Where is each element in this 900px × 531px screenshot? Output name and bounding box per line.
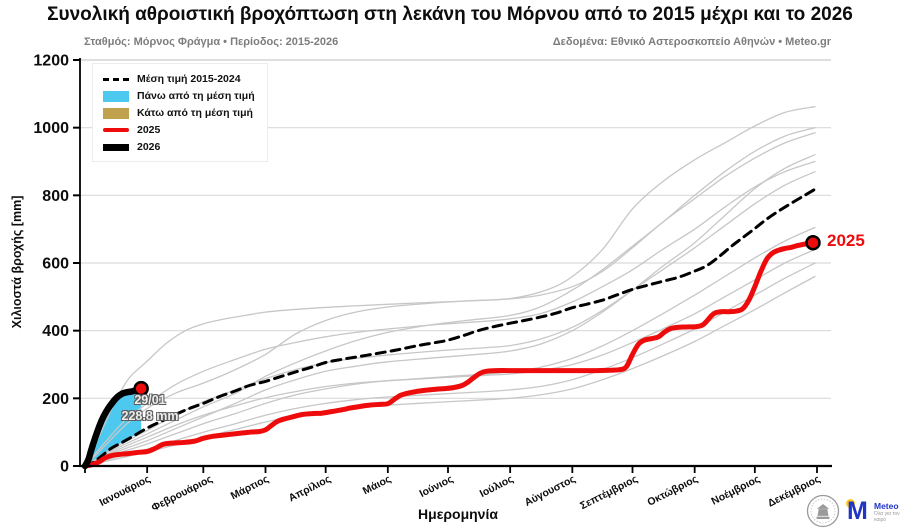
x-tick-label-Ιούλιος: Ιούλιος <box>478 473 516 500</box>
line-2026 <box>81 385 145 470</box>
line-2026-swatch <box>103 143 129 151</box>
year-line-4 <box>84 154 816 467</box>
x-tick-label-Αύγουστος: Αύγουστος <box>523 473 578 509</box>
x-tick-label-Απρίλιος: Απρίλιος <box>287 473 334 505</box>
annotation-date: 29/01 <box>134 393 166 407</box>
legend-label: Πάνω από τη μέση τιμή <box>137 90 255 102</box>
legend-item-2025: 2025 <box>103 124 255 136</box>
y-tick-label-200: 200 <box>42 391 69 408</box>
year-line-6 <box>84 171 816 467</box>
line-2025-swatch <box>103 128 129 132</box>
meteo-name: Meteo <box>874 501 899 511</box>
year-line-5 <box>84 160 816 467</box>
legend-label: 2026 <box>137 141 161 153</box>
year-line-9 <box>84 262 816 467</box>
x-tick-label-Ιανουάριος: Ιανουάριος <box>97 473 152 509</box>
above-mean-swatch <box>103 90 129 102</box>
mean-dashed-line-swatch <box>103 77 129 81</box>
x-tick-label-Οκτώβριος: Οκτώβριος <box>645 473 700 509</box>
legend: Μέση τιμή 2015-2024 Πάνω από τη μέση τιμ… <box>92 63 268 162</box>
annotation-value: 228.8 mm <box>121 408 179 423</box>
y-tick-label-400: 400 <box>42 323 69 340</box>
meteo-slogan: Όλα για τον καιρό <box>874 511 900 523</box>
x-tick-label-Μάιος: Μάιος <box>361 473 394 498</box>
y-tick-label-1200: 1200 <box>33 53 69 70</box>
meteo-wordmark: Meteo Όλα για τον καιρό <box>874 501 900 523</box>
y-axis-label: Χιλιοστά βροχής [mm] <box>10 195 24 329</box>
year-line-2 <box>84 127 816 467</box>
legend-item-below-mean: Κάτω από τη μέση τιμή <box>103 107 255 119</box>
year-line-8 <box>84 248 816 467</box>
end-dot-2026 <box>133 380 149 397</box>
legend-item-2026: 2026 <box>103 141 255 153</box>
y-tick-label-800: 800 <box>42 188 69 205</box>
legend-item-mean: Μέση τιμή 2015-2024 <box>103 73 255 85</box>
subtitle-source: Δεδομένα: Εθνικό Αστεροσκοπείο Αθηνών • … <box>552 36 831 48</box>
y-tick-label-1000: 1000 <box>33 120 69 137</box>
below-mean-swatch <box>103 107 129 119</box>
observatory-seal-logo <box>806 494 840 531</box>
legend-label: Κάτω από τη μέση τιμή <box>137 107 253 119</box>
subtitle-station: Σταθμός: Μόρνος Φράγμα • Περίοδος: 2015-… <box>84 36 339 48</box>
x-tick-label-Ιούνιος: Ιούνιος <box>418 473 456 500</box>
meteo-logo: M Meteo Όλα για τον καιρό <box>845 495 900 529</box>
x-tick-label-Μάρτιος: Μάρτιος <box>229 473 271 502</box>
legend-label: 2025 <box>137 124 161 136</box>
year-line-1 <box>84 106 816 467</box>
year-line-3 <box>84 132 816 467</box>
annotation-2026-latest: 29/01 228.8 mm <box>108 393 192 424</box>
y-tick-label-0: 0 <box>60 459 69 476</box>
line-2025 <box>82 240 816 469</box>
chart-title: Συνολική αθροιστική βροχόπτωση στη λεκάν… <box>47 4 853 25</box>
label-2025: 2025 <box>827 231 865 250</box>
x-axis-label: Ημερομηνία <box>418 506 498 522</box>
x-tick-label-Νοέμβριος: Νοέμβριος <box>709 473 762 508</box>
seal-icon <box>806 494 840 528</box>
end-dot-2025 <box>805 234 821 251</box>
legend-item-above-mean: Πάνω από τη μέση τιμή <box>103 90 255 102</box>
mean-line <box>83 187 817 468</box>
legend-label: Μέση τιμή 2015-2024 <box>137 73 241 85</box>
year-line-10 <box>84 275 816 467</box>
year-line-7 <box>84 226 816 467</box>
above-mean-fill <box>85 388 142 466</box>
y-tick-label-600: 600 <box>42 256 69 273</box>
meteo-dot-icon <box>846 499 855 508</box>
meteo-m-icon: M <box>847 497 868 525</box>
